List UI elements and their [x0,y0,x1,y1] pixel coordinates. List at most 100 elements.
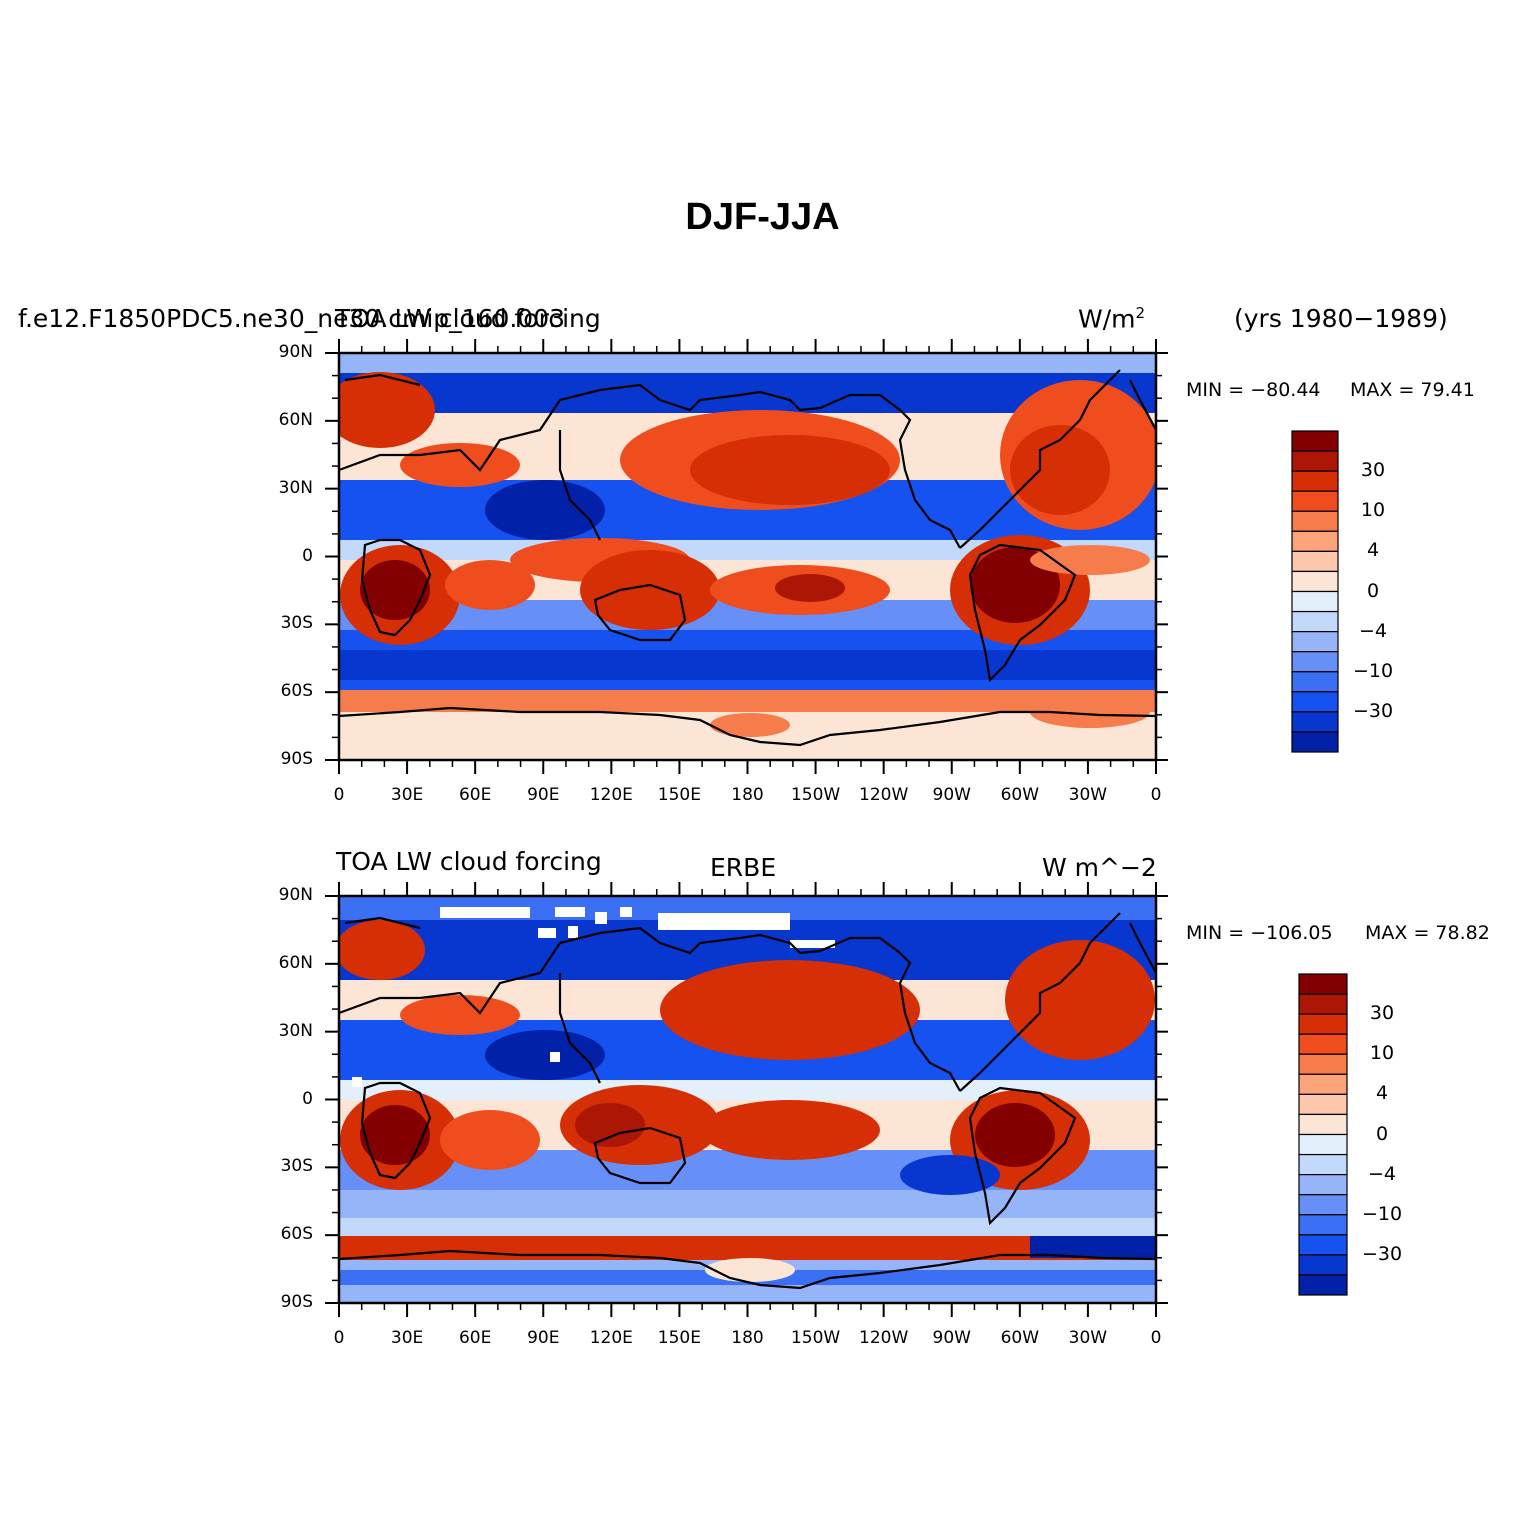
lat-tick-label: 60S [280,681,313,702]
lat-tick-label: 60N [278,952,313,973]
colorbar-box [1291,651,1339,673]
panel2-min-label: MIN = −106.05 [1186,922,1333,944]
colorbar-box [1291,691,1339,713]
lat-tick-label: 30N [278,477,313,498]
lon-tick-label: 0 [333,1328,345,1348]
colorbar-label: 30 [1369,1002,1395,1025]
lon-tick-label: 180 [731,1328,764,1348]
lon-tick-label: 120W [859,1328,909,1348]
panel2-axis-ticks [325,882,1168,1317]
lat-tick-label: 30N [278,1020,313,1041]
colorbar-box [1298,1274,1348,1296]
colorbar-box [1298,1113,1348,1136]
lon-tick-label: 150W [790,1328,841,1348]
colorbar-box [1291,570,1339,593]
colorbar-box [1298,993,1348,1015]
colorbar-box [1298,1033,1348,1055]
panel2-max-label: MAX = 78.82 [1365,922,1490,944]
lon-tick-label: 90E [527,785,560,805]
lon-tick-label: 0 [333,785,345,805]
lat-tick-label: 0 [302,545,313,566]
colorbar-label: 10 [1369,1042,1395,1065]
colorbar-box [1291,430,1339,452]
colorbar-box [1291,671,1339,693]
colorbar-label: 4 [1366,539,1380,562]
lon-tick-label: 120E [589,1328,633,1348]
lat-tick-label: 0 [302,1088,313,1109]
panel2-coastlines [339,912,1156,1290]
panel1-axis-ticks [325,339,1168,774]
lon-tick-label: 180 [731,785,764,805]
colorbar-box [1298,1013,1348,1035]
panel1-colorbar [1291,430,1339,753]
panel2-variable-label: TOA LW cloud forcing [336,847,602,876]
colorbar-label: 0 [1366,579,1380,602]
panel1-min-label: MIN = −80.44 [1186,379,1321,401]
colorbar-box [1291,490,1339,512]
panel1-units-label: W/m2 [1078,304,1146,334]
colorbar-label: 30 [1360,459,1386,482]
colorbar-box [1298,973,1348,995]
lon-tick-label: 150E [657,1328,701,1348]
lat-tick-label: 90S [280,749,313,769]
lon-tick-label: 60W [1000,785,1040,805]
colorbar-box [1298,1174,1348,1196]
lon-tick-label: 150E [657,785,701,805]
colorbar-box [1291,731,1339,753]
lon-tick-label: 60E [458,1328,492,1348]
colorbar-label: −4 [1358,619,1387,642]
colorbar-label: −30 [1352,699,1394,722]
figure-title: DJF-JJA [685,196,840,238]
colorbar-label: −4 [1367,1162,1396,1185]
colorbar-box [1298,1234,1348,1256]
colorbar-box [1298,1254,1348,1276]
lon-tick-label: 90W [932,785,971,805]
panel2-dataset-label: ERBE [710,853,777,882]
panel2-colorbar [1298,973,1348,1296]
panel1-coastlines [339,369,1156,747]
lon-tick-label: 90W [932,1328,971,1348]
colorbar-box [1291,450,1339,472]
colorbar-label: 0 [1375,1122,1389,1145]
lon-tick-label: 30E [390,785,424,805]
colorbar-box [1291,510,1339,532]
lon-tick-label: 0 [1150,785,1162,805]
lat-tick-label: 90S [280,1292,313,1312]
colorbar-label: −10 [1361,1202,1403,1225]
colorbar-box [1291,550,1339,573]
panel1-map [339,353,1156,760]
colorbar-label: 10 [1360,499,1386,522]
lon-tick-label: 30W [1068,1328,1108,1348]
colorbar-box [1298,1053,1348,1075]
lon-tick-label: 30E [390,1328,424,1348]
colorbar-box [1291,470,1339,492]
lon-tick-label: 60W [1000,1328,1040,1348]
colorbar-box [1298,1093,1348,1116]
panel1-case-label: f.e12.F1850PDC5.ne30_ne30.cmip_160.003 [18,304,566,333]
colorbar-label: −10 [1352,659,1394,682]
lat-tick-label: 30S [280,613,313,634]
lat-tick-label: 90N [278,885,313,905]
lat-tick-label: 60S [280,1224,313,1245]
lon-tick-label: 150W [790,785,841,805]
colorbar-box [1291,631,1339,653]
lon-tick-label: 120W [859,785,909,805]
colorbar-box [1291,610,1339,633]
colorbar-box [1291,590,1339,613]
lat-tick-label: 90N [278,342,313,362]
colorbar-box [1291,711,1339,733]
colorbar-box [1291,530,1339,552]
panel1-variable-label: TOA LW cloud forcing [335,304,601,333]
colorbar-box [1298,1214,1348,1236]
lon-tick-label: 30W [1068,785,1108,805]
lon-tick-label: 0 [1150,1328,1162,1348]
lat-tick-label: 60N [278,409,313,430]
colorbar-box [1298,1153,1348,1176]
colorbar-box [1298,1133,1348,1156]
panel1-max-label: MAX = 79.41 [1350,379,1475,401]
lon-tick-label: 60E [458,785,492,805]
colorbar-label: −30 [1361,1242,1403,1265]
lon-tick-label: 90E [527,1328,560,1348]
lat-tick-label: 30S [280,1156,313,1177]
